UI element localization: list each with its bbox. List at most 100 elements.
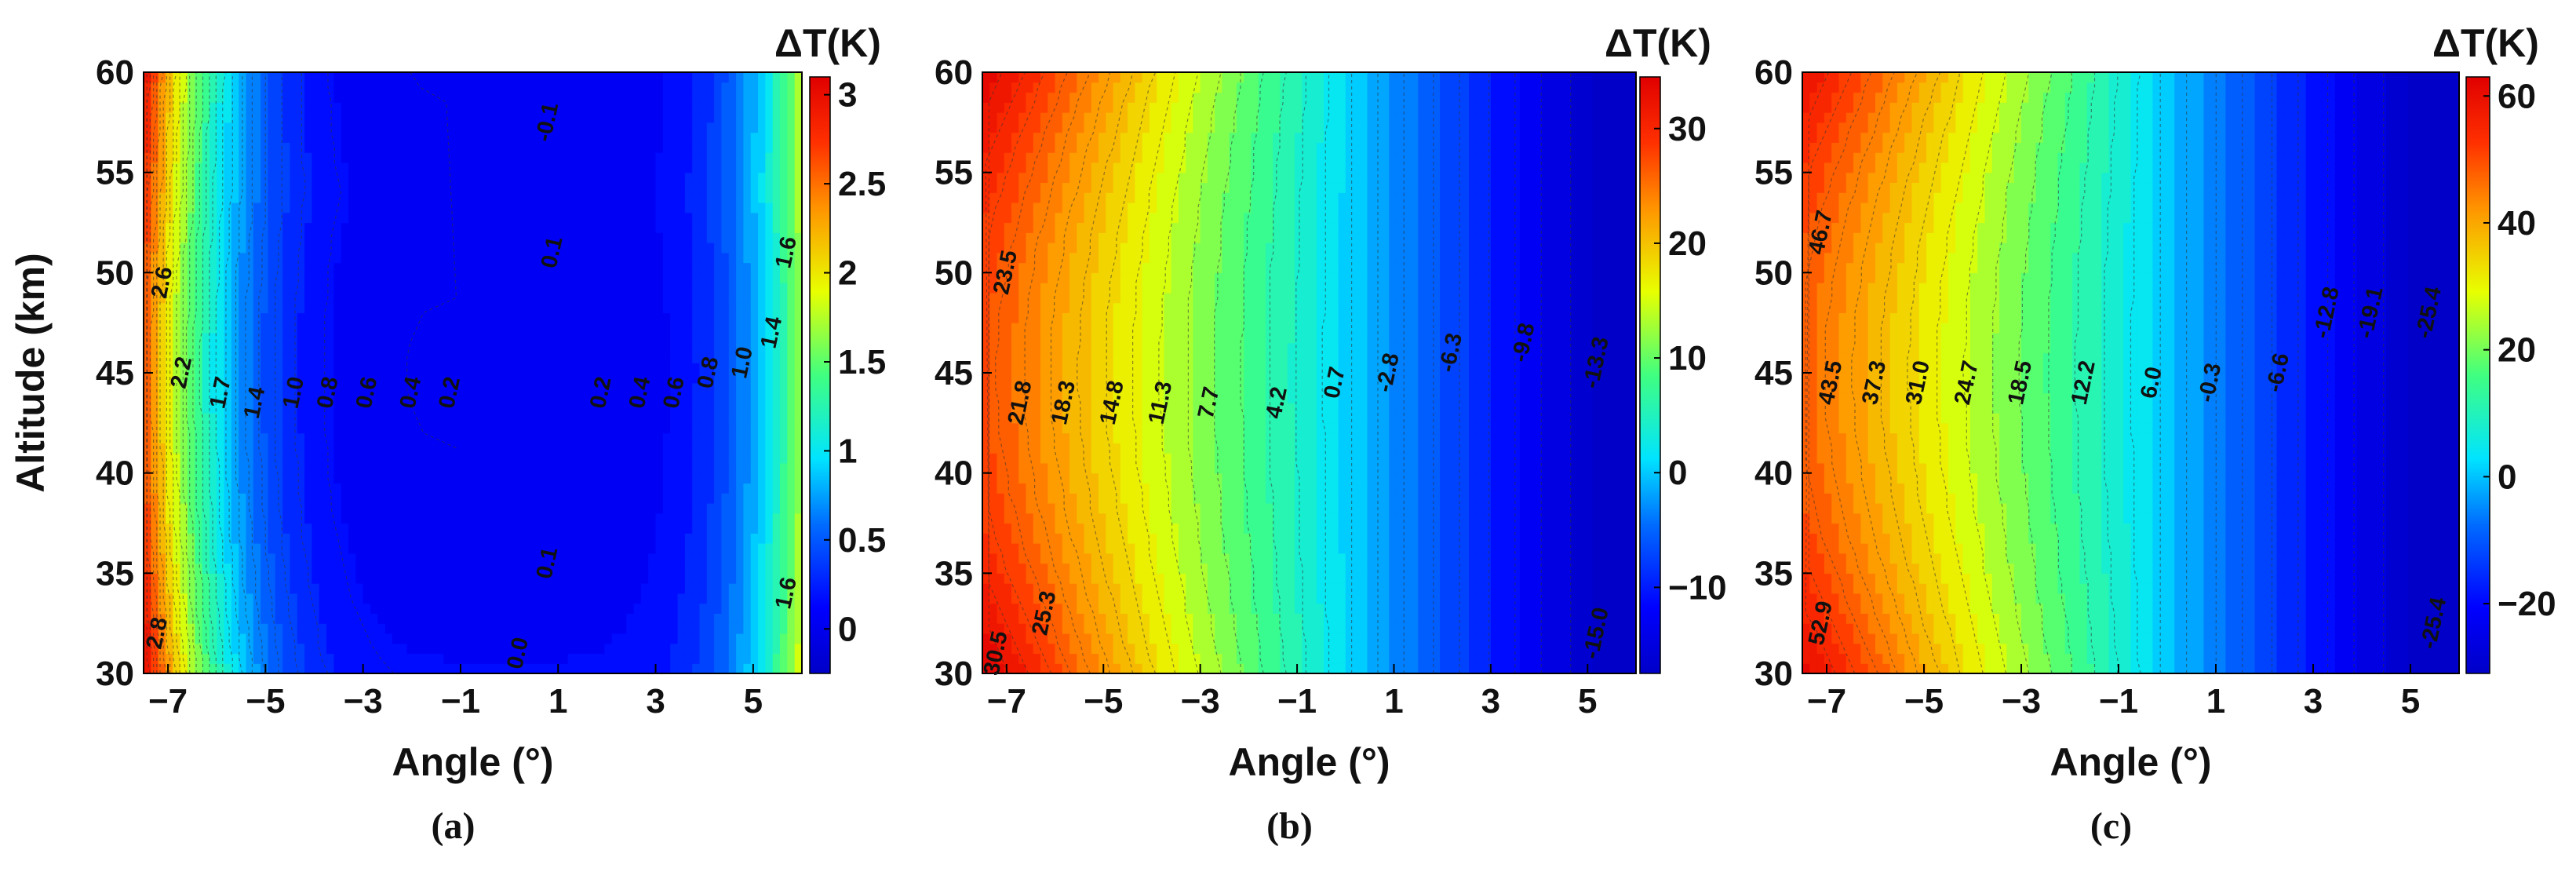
contour-cell [502, 243, 510, 253]
contour-cell [612, 253, 620, 263]
contour-cell [355, 312, 363, 323]
contour-cell [180, 293, 188, 303]
contour-cell [480, 243, 488, 253]
contour-cell [341, 192, 349, 202]
contour-cell [516, 223, 524, 233]
contour-cell [355, 323, 363, 333]
contour-cell [597, 333, 605, 343]
contour-cell [590, 213, 598, 223]
contour-cell [231, 483, 239, 493]
contour-cell [736, 72, 744, 82]
contour-cell [421, 363, 429, 373]
contour-cell [407, 122, 415, 133]
contour-cell [217, 333, 224, 343]
contour-cell [626, 82, 634, 93]
contour-cell [458, 453, 466, 463]
contour-cell [385, 223, 393, 233]
contour-cell [626, 162, 634, 173]
contour-cell [604, 213, 612, 223]
contour-cell [641, 352, 649, 363]
contour-cell [224, 553, 232, 564]
contour-cell [721, 633, 729, 644]
contour-cell [729, 82, 737, 93]
contour-cell [465, 423, 473, 433]
contour-cell [312, 583, 319, 593]
contour-cell [429, 363, 437, 373]
contour-cell [458, 323, 466, 333]
contour-cell [480, 323, 488, 333]
contour-cell [634, 543, 642, 553]
contour-cell [736, 553, 744, 564]
contour-cell [458, 503, 466, 513]
contour-cell [626, 293, 634, 303]
contour-cell [626, 272, 634, 283]
contour-cell [282, 653, 290, 663]
contour-cell [568, 272, 576, 283]
contour-cell [626, 644, 634, 654]
contour-cell [363, 142, 371, 152]
contour-cell [560, 182, 568, 192]
contour-cell [575, 112, 583, 122]
contour-cell [553, 173, 561, 183]
contour-cell [729, 333, 737, 343]
contour-cell [377, 82, 385, 93]
contour-cell [714, 663, 722, 673]
contour-cell [377, 152, 385, 162]
contour-cell [451, 303, 459, 313]
contour-cell [692, 623, 700, 633]
contour-cell [699, 263, 707, 273]
contour-cell [151, 133, 158, 143]
contour-cell [473, 82, 481, 93]
contour-cell [685, 413, 693, 423]
contour-cell [707, 343, 715, 353]
contour-cell [451, 243, 459, 253]
contour-cell [282, 102, 290, 112]
contour-cell [407, 223, 415, 233]
contour-cell [436, 283, 444, 293]
contour-cell [377, 604, 385, 614]
contour-cell [355, 72, 363, 82]
contour-cell [582, 413, 590, 423]
contour-cell [692, 483, 700, 493]
contour-cell [568, 463, 576, 473]
contour-cell [414, 613, 422, 623]
contour-cell [590, 653, 598, 663]
contour-cell [392, 122, 400, 133]
contour-cell [604, 343, 612, 353]
contour-cell [634, 463, 642, 473]
contour-cell [319, 623, 327, 633]
contour-cell [546, 533, 554, 543]
contour-cell [333, 323, 341, 333]
contour-cell [231, 213, 239, 223]
contour-cell [546, 593, 554, 604]
contour-cell [524, 473, 532, 483]
contour-cell [721, 272, 729, 283]
contour-cell [275, 633, 283, 644]
contour-cell [538, 403, 546, 413]
contour-cell [546, 524, 554, 534]
contour-cell [275, 423, 283, 433]
contour-cell [261, 423, 268, 433]
contour-cell [568, 142, 576, 152]
contour-cell [590, 433, 598, 443]
contour-cell [268, 524, 275, 534]
contour-cell [531, 524, 539, 534]
contour-cell [195, 162, 202, 173]
contour-cell [188, 243, 195, 253]
contour-cell [290, 564, 297, 574]
contour-cell [458, 663, 466, 673]
contour-cell [553, 293, 561, 303]
contour-cell [699, 573, 707, 583]
contour-cell [736, 573, 744, 583]
contour-cell [538, 483, 546, 493]
contour-cell [729, 192, 737, 202]
contour-cell [458, 142, 466, 152]
contour-cell [656, 483, 664, 493]
contour-cell [217, 272, 224, 283]
contour-cell [275, 604, 283, 614]
contour-cell [195, 423, 202, 433]
contour-cell [685, 152, 693, 162]
contour-cell [158, 173, 166, 183]
contour-cell [333, 553, 341, 564]
contour-cell [429, 433, 437, 443]
